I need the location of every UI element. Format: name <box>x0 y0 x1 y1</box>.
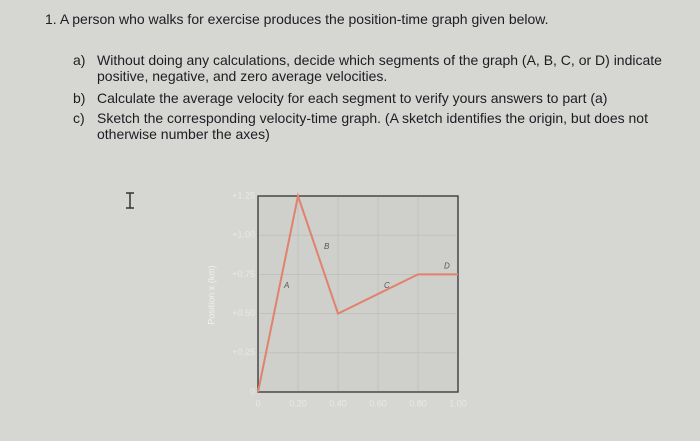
y-tick-label: 0 <box>250 386 255 396</box>
part-text: Sketch the corresponding velocity-time g… <box>97 110 648 126</box>
x-tick-label: 0.20 <box>289 398 307 408</box>
plot-area <box>257 195 459 393</box>
segment-label: D <box>444 262 450 271</box>
plot-border <box>257 195 459 393</box>
y-tick-label: +1.00 <box>232 230 255 240</box>
segment-label: C <box>384 281 390 290</box>
question-part: c) Sketch the corresponding velocity-time… <box>73 110 648 142</box>
position-line <box>257 192 458 393</box>
segment-label: A <box>283 281 289 290</box>
y-tick-label: +0.75 <box>232 269 255 279</box>
x-tick-label: 0.80 <box>409 398 427 408</box>
segment-label: B <box>324 242 330 251</box>
part-text: otherwise number the axes) <box>97 126 270 142</box>
part-text: positive, negative, and zero average vel… <box>97 68 388 84</box>
question-part: a) Without doing any calculations, decide… <box>73 52 662 84</box>
part-label: c) <box>73 110 85 126</box>
x-tick-label: 0.60 <box>369 398 387 408</box>
x-tick-label: 0 <box>255 398 260 408</box>
question-text: A person who walks for exercise produces… <box>59 11 549 27</box>
y-axis-label: Position x (km) <box>206 265 216 325</box>
part-label: a) <box>73 52 86 68</box>
question: 1. A person who walks for exercise produ… <box>45 11 549 27</box>
part-label: b) <box>73 90 86 106</box>
y-tick-label: +0.25 <box>232 347 255 357</box>
text-cursor <box>126 192 134 209</box>
x-tick-label: 1.00 <box>449 398 467 408</box>
y-tick-label: +0.50 <box>232 308 255 318</box>
question-number: 1. <box>45 11 57 27</box>
part-text: Calculate the average velocity for each … <box>97 90 608 106</box>
question-part: b) Calculate the average velocity for eac… <box>73 90 607 106</box>
y-tick-label: +1.25 <box>232 190 255 200</box>
x-tick-label: 0.40 <box>329 398 347 408</box>
part-text: Without doing any calculations, decide w… <box>97 52 662 68</box>
